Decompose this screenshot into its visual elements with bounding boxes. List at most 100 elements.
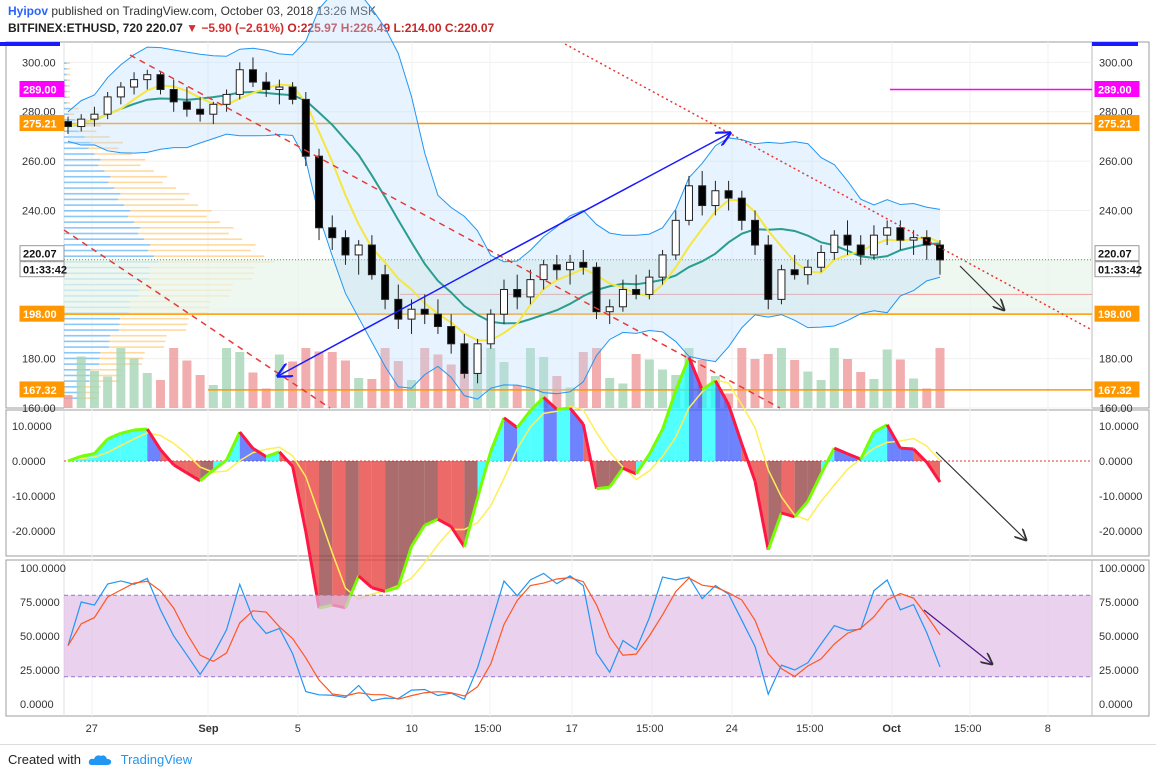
volume-bar: [367, 379, 377, 408]
osc-main-line-segment: [410, 524, 426, 548]
price-badge-right: [1094, 115, 1140, 132]
price-badge-right: [1094, 261, 1140, 278]
volume-bar: [89, 371, 99, 408]
price-badge-left: [19, 261, 65, 278]
osc-main-line-segment: [265, 450, 280, 459]
osc-histogram-segment: [424, 461, 438, 526]
osc-tick-label-left: 0.0000: [12, 456, 46, 468]
volume-profile-bar: [64, 198, 119, 201]
candle-up: [909, 237, 918, 241]
price-tick-label: 240.00: [1099, 205, 1133, 217]
candle-up: [407, 308, 416, 320]
osc-main-line-segment: [781, 511, 796, 519]
candle-up: [869, 234, 878, 256]
volume-profile-bar: [100, 158, 146, 161]
volume-profile-bar: [64, 175, 111, 178]
price-badge-right-text: 198.00: [1098, 309, 1132, 321]
volume-bar: [63, 395, 73, 408]
chart-canvas[interactable]: 300.00300.00280.00280.00260.00260.00240.…: [0, 0, 1156, 744]
price-tick-label: 180.00: [1099, 354, 1133, 366]
osc-main-line-segment: [93, 437, 109, 455]
candle-up: [275, 86, 284, 91]
price-badge-right: [1094, 81, 1140, 98]
volume-profile-bar: [110, 175, 168, 178]
volume-bar: [274, 354, 284, 408]
volume-profile-bar: [64, 204, 125, 206]
osc-main-line-segment: [806, 473, 823, 502]
osc-histogram-segment: [702, 380, 716, 461]
stoch-tick-label: 100.0000: [1099, 563, 1145, 575]
volume-profile-bar: [110, 334, 167, 337]
volume-profile-bar: [124, 204, 198, 206]
time-tick-label: 15:00: [636, 723, 664, 735]
volume-bar: [420, 348, 430, 408]
osc-histogram-segment: [873, 424, 888, 461]
volume-profile-bar: [64, 351, 101, 354]
volume-bar: [724, 393, 734, 408]
volume-bar: [922, 388, 932, 408]
volume-profile-bar: [79, 397, 98, 399]
time-tick-label: 27: [86, 723, 98, 735]
volume-bar: [314, 351, 324, 408]
footer: Created with TradingView: [0, 744, 1156, 776]
candle-up: [116, 86, 125, 98]
volume-profile-bar: [66, 73, 70, 76]
volume-bar: [103, 376, 113, 408]
volume-profile-bar: [64, 255, 155, 258]
price-badge-left-text: 167.32: [23, 385, 57, 397]
candle-up: [539, 264, 548, 281]
volume-profile-bar: [114, 187, 176, 189]
candle-down: [632, 288, 641, 295]
volume-bar: [288, 361, 298, 408]
volume-bar: [658, 369, 668, 408]
osc-main-line-segment: [714, 379, 730, 406]
candle-down: [367, 244, 376, 276]
volume-profile-bar: [64, 119, 75, 121]
osc-main-line-segment: [727, 404, 744, 445]
price-badge-left: [19, 81, 65, 98]
osc-main-line-segment: [67, 454, 82, 463]
volume-profile-bar: [66, 79, 70, 81]
volume-bar: [208, 385, 218, 408]
osc-main-line-segment: [357, 574, 373, 589]
candle-down: [460, 343, 469, 374]
price-badge-right: [1094, 305, 1140, 322]
price-tick-label-left: 160.00: [22, 403, 56, 415]
candle-up: [671, 219, 680, 256]
down-arrow-icon: ▼: [186, 21, 198, 35]
candle-up: [526, 279, 535, 298]
stoch-band: [64, 595, 1092, 677]
osc-main-line-segment: [252, 447, 267, 458]
candle-up: [354, 244, 363, 256]
right-corner-marker: [1092, 42, 1138, 46]
volume-profile-bar: [118, 198, 185, 201]
osc-tick-label: -20.0000: [1099, 526, 1142, 538]
osc-main-line-segment: [516, 409, 532, 429]
stoch-tick-label: 0.0000: [1099, 699, 1133, 711]
time-tick-label: 8: [1045, 723, 1051, 735]
candle-down: [513, 288, 522, 298]
osc-tick-label: 10.0000: [1099, 421, 1139, 433]
osc-histogram-segment: [887, 424, 901, 461]
volume-bar: [578, 352, 588, 408]
brand-link[interactable]: TradingView: [120, 752, 193, 767]
volume-bar: [591, 348, 601, 408]
osc-main-line-segment: [159, 448, 175, 466]
osc-main-line-segment: [172, 463, 188, 475]
volume-bar: [829, 348, 839, 408]
symbol-line: BITFINEX:ETHUSD, 720 220.07 ▼ −5.90 (−2.…: [8, 21, 494, 35]
osc-histogram-segment: [517, 410, 531, 461]
candle-down: [288, 86, 297, 100]
candle-up: [103, 96, 112, 115]
volume-bar: [327, 352, 337, 408]
osc-main-line-segment: [384, 585, 399, 593]
volume-bar: [776, 348, 786, 408]
volume-profile-bar: [64, 107, 71, 110]
volume-profile-bar: [80, 124, 101, 127]
price-tick-label: 160.00: [1099, 403, 1133, 415]
author-name[interactable]: Hyipov: [8, 4, 49, 18]
osc-main-line-segment: [291, 466, 308, 533]
volume-profile-bar: [64, 90, 67, 93]
volume-profile-bar: [90, 141, 124, 144]
candle-down: [262, 81, 271, 91]
